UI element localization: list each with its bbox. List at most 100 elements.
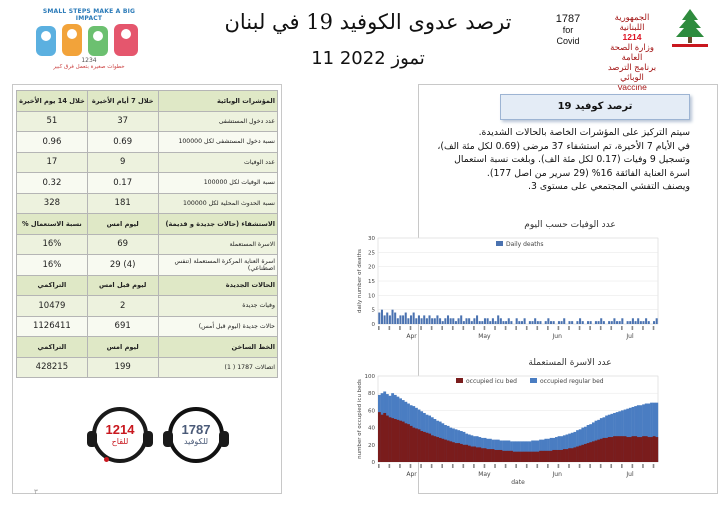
legend-label: occupied regular bed bbox=[540, 378, 604, 385]
x-month-label: May bbox=[478, 333, 491, 340]
bar bbox=[457, 318, 460, 324]
table-cell: 0.17 bbox=[86, 172, 159, 194]
area-bar-icu bbox=[552, 449, 556, 462]
bar bbox=[476, 315, 479, 324]
area-bar-regular bbox=[552, 437, 556, 462]
table-cell: 2 bbox=[86, 295, 159, 317]
bar bbox=[394, 312, 397, 324]
area-bar-regular bbox=[531, 440, 535, 462]
area-bar-icu bbox=[454, 443, 458, 462]
x-tick bbox=[483, 326, 486, 330]
area-bar-regular bbox=[623, 409, 627, 462]
y-tick-label: 15 bbox=[368, 279, 375, 285]
legend-swatch bbox=[496, 241, 503, 246]
vaccine-hotline-label: للقاح bbox=[111, 437, 129, 446]
campaign-figures-icon: 1234 bbox=[36, 24, 138, 64]
bar bbox=[478, 321, 481, 324]
bar bbox=[634, 321, 637, 324]
area-bar-icu bbox=[642, 436, 645, 462]
summary-text: سيتم التركيز على المؤشرات الخاصة بالحالا… bbox=[432, 126, 690, 194]
table-header-cell: ليوم امس bbox=[86, 336, 159, 358]
x-tick bbox=[399, 326, 401, 330]
area-bar-regular bbox=[544, 438, 548, 462]
x-tick bbox=[515, 464, 517, 468]
table-header-row: % نسبة الاستعمال ليوم امس الاستشفاء (حال… bbox=[16, 213, 279, 235]
table-header-cell: المؤشرات الوبائية bbox=[157, 90, 279, 112]
covid-hotline-number: 1787 bbox=[181, 422, 211, 437]
area-bar-icu bbox=[420, 431, 424, 462]
area-bar-icu bbox=[544, 450, 548, 462]
table-header-cell: ليوم قبل امس bbox=[86, 274, 159, 296]
x-tick bbox=[451, 326, 454, 330]
summary-line: سيتم التركيز على المؤشرات الخاصة بالحالا… bbox=[478, 127, 690, 138]
area-bar-icu bbox=[586, 443, 590, 462]
bar bbox=[460, 315, 463, 324]
area-bar-icu bbox=[499, 449, 503, 462]
x-tick bbox=[430, 326, 433, 330]
area-bar-icu bbox=[562, 449, 566, 462]
bar bbox=[425, 318, 428, 324]
bar bbox=[407, 318, 410, 324]
area-bar-icu bbox=[591, 441, 595, 462]
area-bar-icu bbox=[626, 437, 630, 462]
area-bar-icu bbox=[573, 447, 577, 462]
x-month-label: Apr bbox=[406, 471, 417, 478]
area-bar-icu bbox=[467, 445, 471, 462]
y-tick-label: 40 bbox=[368, 426, 375, 432]
area-bar-icu bbox=[462, 444, 466, 462]
area-bar-icu bbox=[602, 437, 606, 462]
bar bbox=[518, 321, 521, 324]
table-row-label: اسرة العناية المركزة المستعملة (تنفس اصط… bbox=[157, 254, 279, 276]
vaccine-hotline-number: 1214 bbox=[622, 32, 642, 42]
area-bar-icu bbox=[533, 451, 537, 462]
area-bar-icu bbox=[391, 418, 395, 462]
table-cell: 199 bbox=[86, 356, 159, 378]
x-tick bbox=[441, 326, 443, 330]
table-cell: 0.32 bbox=[16, 172, 88, 194]
bar bbox=[428, 315, 431, 324]
area-bar-icu bbox=[610, 437, 614, 462]
bar bbox=[586, 321, 590, 324]
ministry-line-2: وزارة الصحة العامة bbox=[610, 42, 654, 62]
area-bar-icu bbox=[380, 414, 384, 462]
area-bar-icu bbox=[541, 450, 545, 462]
y-tick-label: 10 bbox=[368, 293, 375, 299]
report-date: 11 تموز 2022 bbox=[311, 48, 425, 69]
x-tick bbox=[494, 326, 496, 330]
x-tick bbox=[652, 464, 655, 468]
bar bbox=[629, 321, 632, 324]
headset-icon bbox=[219, 431, 229, 447]
ministry-line-1: الجمهورية اللبنانية bbox=[614, 12, 650, 32]
area-bar-icu bbox=[515, 451, 519, 462]
area-bar-regular bbox=[528, 441, 532, 462]
area-bar-regular bbox=[518, 441, 521, 462]
x-month-label: Jun bbox=[552, 333, 563, 340]
area-bar-icu bbox=[502, 450, 505, 462]
x-tick bbox=[536, 464, 539, 468]
table-row: 1126411 691 حالات جديدة (ليوم قبل أمس) bbox=[16, 315, 279, 337]
area-bar-icu bbox=[589, 442, 593, 462]
area-bar-icu bbox=[496, 449, 500, 462]
area-bar-icu bbox=[613, 436, 616, 462]
table-header-cell: الحالات الجديدة bbox=[157, 274, 279, 296]
area-bar-icu bbox=[481, 448, 484, 462]
bar bbox=[610, 321, 613, 324]
area-bar-icu bbox=[438, 437, 442, 462]
bar bbox=[444, 318, 447, 324]
ministry-line-3: برنامج الترصد الوبائي bbox=[607, 62, 657, 82]
bar bbox=[505, 321, 508, 324]
bar bbox=[613, 318, 616, 324]
x-tick bbox=[621, 326, 623, 330]
x-month-label: May bbox=[478, 471, 491, 478]
area-bar-icu bbox=[528, 451, 532, 462]
x-tick bbox=[388, 326, 391, 330]
table-row: 0.96 0.69 نسبة دخول المستشفى لكل 100000 bbox=[16, 131, 279, 153]
area-bar-regular bbox=[626, 408, 630, 462]
x-tick bbox=[462, 326, 465, 330]
area-bar-icu bbox=[396, 419, 400, 462]
vaccine-hotline-number: 1214 bbox=[105, 422, 135, 437]
x-tick bbox=[473, 464, 475, 468]
bar bbox=[446, 315, 450, 324]
table-row-label: نسبة الحدوث المحلية لكل 100000 bbox=[157, 192, 279, 214]
bar bbox=[417, 315, 420, 324]
